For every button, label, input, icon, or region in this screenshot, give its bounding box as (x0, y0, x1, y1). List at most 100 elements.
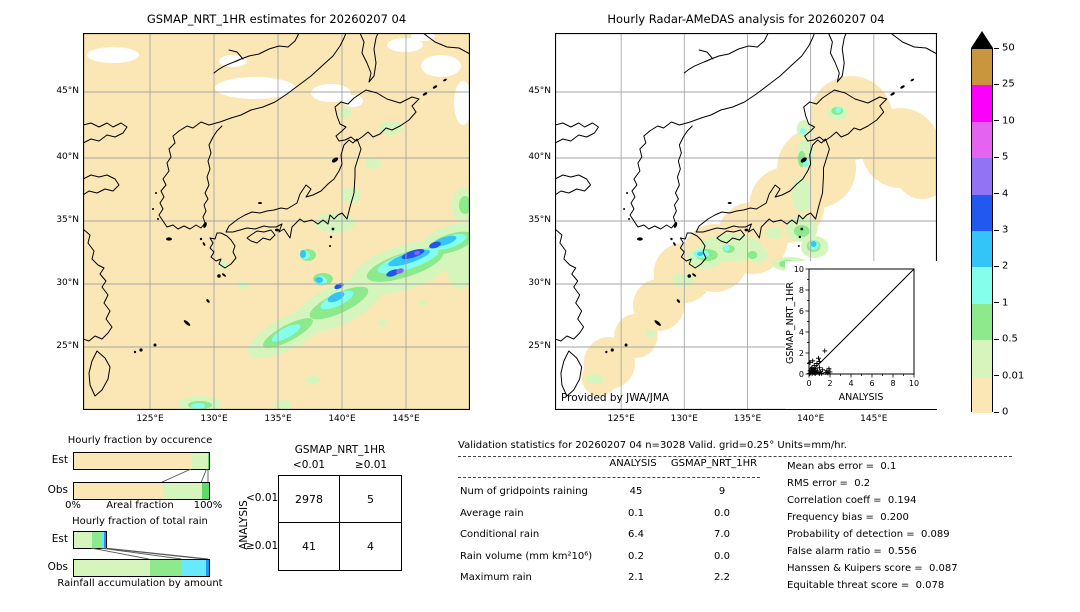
colorbar-segment (972, 85, 992, 122)
stats-value-analysis: 0.2 (628, 551, 644, 562)
contingency-cell-01: 5 (340, 476, 401, 523)
svg-text:0: 0 (799, 370, 804, 379)
stats-value-gsmap: 7.0 (714, 529, 730, 540)
bar-category-label: Obs (47, 561, 68, 573)
score-line: False alarm ratio = 0.556 (787, 546, 917, 557)
validation-col-gsmap: GSMAP_NRT_1HR (670, 458, 758, 469)
bar-category-label: Est (51, 454, 68, 466)
colorbar-tick (994, 156, 999, 158)
contingency-row-label-1: ≥0.01 (246, 540, 279, 552)
svg-text:6: 6 (799, 307, 804, 316)
scatter-inset: 0 2 4 6 8 10 0 2 4 6 8 10 ANALYSIS GSMAP_NRT_1HR (785, 261, 937, 409)
map-x-tick: 135°E (733, 414, 762, 424)
score-line: Mean abs error = 0.1 (787, 461, 897, 472)
validation-title: Validation statistics for 20260207 04 n=… (458, 440, 847, 451)
fraction-bar-segment (74, 483, 165, 499)
bar-connector-lines (91, 548, 209, 559)
divider (458, 456, 1012, 457)
colorbar-segment (972, 267, 992, 304)
map-y-tick: 40°N (56, 152, 79, 162)
stats-value-gsmap: 2.2 (714, 572, 730, 583)
map-y-tick: 45°N (56, 86, 79, 96)
colorbar-tick (994, 411, 999, 413)
fraction-bar (73, 559, 210, 577)
score-line: Probability of detection = 0.089 (787, 529, 950, 540)
map-x-tick: 140°E (796, 414, 825, 424)
bar-category-label: Obs (47, 484, 68, 496)
colorbar-tick (994, 375, 999, 377)
svg-text:0: 0 (806, 379, 811, 388)
contingency-col-label-1: ≥0.01 (354, 459, 388, 471)
contingency-col-group: GSMAP_NRT_1HR (294, 444, 386, 456)
colorbar-tick (994, 193, 999, 195)
colorbar-tick-label: 0 (1002, 406, 1009, 418)
svg-text:2: 2 (827, 379, 832, 388)
fraction-bar-segment (202, 483, 209, 499)
map-y-tick: 25°N (528, 341, 551, 351)
fraction-bar-segment (192, 453, 209, 469)
map-y-tick: 30°N (528, 278, 551, 288)
colorbar-tick (994, 265, 999, 267)
colorbar-tick-label: 0.5 (1002, 333, 1018, 345)
fraction-bar-segment (207, 453, 209, 469)
colorbar-scale (971, 48, 993, 413)
map-x-tick: 145°E (392, 414, 420, 424)
svg-text:10: 10 (909, 379, 919, 388)
map-x-tick: 130°E (200, 414, 228, 424)
score-line: Hanssen & Kuipers score = 0.087 (787, 563, 958, 574)
map-y-tick: 45°N (528, 86, 551, 96)
no-data-patches (87, 31, 472, 125)
colorbar-segment (972, 158, 992, 195)
fraction-bar-segment (182, 560, 207, 576)
credit-text: Provided by JWA/JMA (561, 392, 670, 404)
colorbar-tick (994, 83, 999, 85)
colorbar-tick-label: 50 (1002, 42, 1015, 54)
stats-value-gsmap: 9 (718, 486, 726, 497)
map-y-tick: 25°N (56, 341, 79, 351)
stats-row-label: Rain volume (mm km²10⁶) (460, 551, 593, 562)
svg-text:4: 4 (848, 379, 853, 388)
contingency-cell-00: 2978 (279, 476, 340, 523)
map-x-tick: 125°E (136, 414, 164, 424)
gsmap-map-canvas (82, 31, 487, 412)
stats-value-analysis: 45 (629, 486, 643, 497)
colorbar-tick (994, 302, 999, 304)
stats-row-label: Average rain (460, 508, 524, 519)
svg-text:6: 6 (869, 379, 874, 388)
stats-value-gsmap: 0.0 (714, 551, 730, 562)
contingency-cell-10: 41 (279, 523, 340, 570)
colorbar-segment (972, 340, 992, 377)
colorbar-tick (994, 120, 999, 122)
stats-row-label: Conditional rain (460, 529, 540, 540)
occurrence-xtick-0: 0% (65, 500, 81, 511)
right-map-title: Hourly Radar-AMeDAS analysis for 2026020… (607, 12, 885, 26)
map-y-tick: 35°N (56, 215, 79, 225)
colorbar-segment (972, 49, 992, 86)
colorbar-tick (994, 229, 999, 231)
svg-text:GSMAP_NRT_1HR: GSMAP_NRT_1HR (785, 282, 796, 364)
bar-category-label: Est (51, 533, 68, 545)
contingency-col-label-0: <0.01 (292, 459, 326, 471)
colorbar-segment (972, 376, 992, 413)
stats-value-analysis: 6.4 (628, 529, 644, 540)
svg-text:8: 8 (799, 286, 804, 295)
fraction-bar-segment (74, 532, 94, 548)
colorbar-tick (994, 47, 999, 49)
colorbar-segment (972, 121, 992, 159)
stats-row-label: Num of gridpoints raining (460, 486, 588, 497)
map-y-tick: 30°N (56, 278, 79, 288)
fraction-bar (73, 482, 210, 500)
colorbar-tick-label: 0.01 (1002, 370, 1025, 382)
contingency-row-label-0: <0.01 (246, 492, 279, 504)
stats-value-analysis: 0.1 (628, 508, 644, 519)
fraction-bar-segment (74, 560, 151, 576)
scatter-plot: 0 2 4 6 8 10 0 2 4 6 8 10 ANALYSIS GSMAP_NRT_1HR (785, 265, 919, 403)
fraction-bar (73, 531, 107, 549)
gsmap-estimate-map: 125°E 130°E 135°E 140°E 145°E 45°N 40°N 35°N 30°… (56, 31, 487, 424)
fraction-bar-segment (74, 453, 194, 469)
total-rain-xlabel: Rainfall accumulation by amount (57, 578, 223, 589)
colorbar-tick-label: 2 (1002, 260, 1009, 272)
svg-text:2: 2 (799, 349, 804, 358)
colorbar-segment (972, 303, 992, 341)
